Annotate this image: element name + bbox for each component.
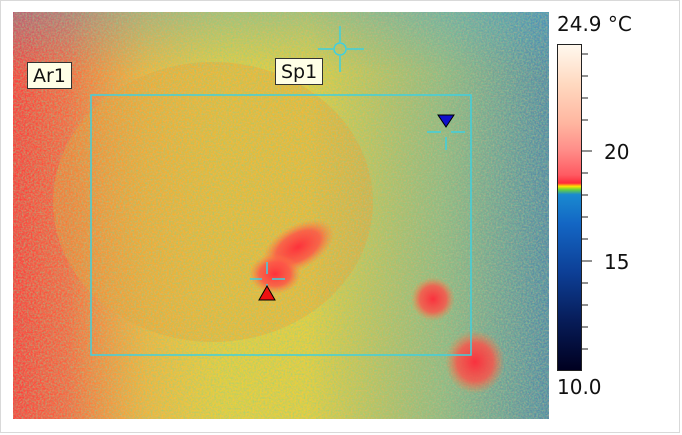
temperature-colorbar bbox=[557, 44, 582, 371]
scale-tick-15: 15 bbox=[604, 250, 630, 274]
colorbar-ticks bbox=[582, 53, 592, 350]
area-label[interactable]: Ar1 bbox=[27, 62, 72, 89]
spot-crosshair[interactable] bbox=[318, 26, 364, 72]
measurement-overlay bbox=[90, 26, 472, 356]
hot-spot-marker-icon[interactable] bbox=[258, 284, 276, 301]
scale-min-label: 10.0 bbox=[557, 375, 602, 399]
thermal-image: Ar1 Sp1 bbox=[13, 12, 549, 419]
scale-tick-20: 20 bbox=[604, 140, 630, 164]
spot-label[interactable]: Sp1 bbox=[275, 58, 324, 85]
area-roi-rectangle[interactable] bbox=[90, 94, 472, 356]
thermal-image-canvas bbox=[13, 12, 549, 419]
scale-max-label: 24.9 °C bbox=[557, 12, 632, 36]
cold-spot-marker-icon[interactable] bbox=[437, 114, 455, 128]
